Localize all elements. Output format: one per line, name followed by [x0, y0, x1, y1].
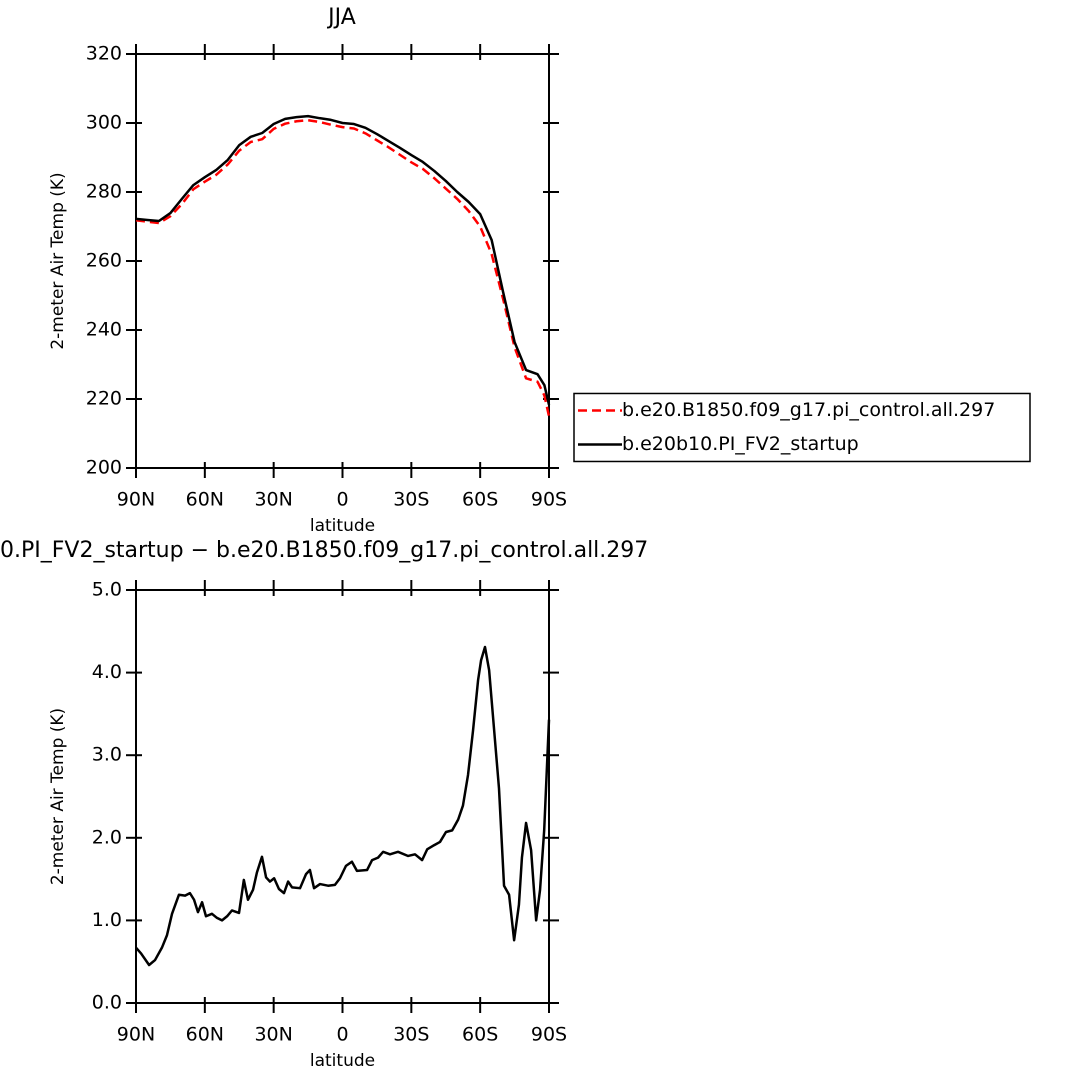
y-tick-label: 3.0 — [92, 744, 122, 766]
y-axis-label: 2-meter Air Temp (K) — [48, 172, 68, 349]
y-tick-label: 300 — [86, 112, 122, 134]
legend-label: b.e20.B1850.f09_g17.pi_control.all.297 — [622, 399, 995, 421]
chart-title: 0.PI_FV2_startup − b.e20.B1850.f09_g17.p… — [0, 538, 648, 563]
plot-frame — [135, 53, 550, 469]
y-tick-label: 200 — [86, 457, 122, 479]
y-tick-label: 4.0 — [92, 661, 122, 683]
data-line — [135, 114, 551, 406]
y-tick-label: 1.0 — [92, 909, 122, 931]
chart-title: JJA — [326, 5, 356, 30]
x-tick-label: 90N — [117, 1024, 155, 1046]
y-tick-label: 260 — [86, 250, 122, 272]
x-tick-label: 0 — [336, 489, 348, 511]
y-tick-label: 240 — [86, 319, 122, 341]
x-axis-label: latitude — [310, 516, 375, 536]
x-tick-label: 0 — [336, 1024, 348, 1046]
x-tick-label: 30N — [254, 489, 292, 511]
x-axis-label: latitude — [310, 1051, 375, 1071]
y-tick-label: 5.0 — [92, 579, 122, 601]
y-axis-label: 2-meter Air Temp (K) — [48, 708, 68, 885]
y-tick-label: 0.0 — [92, 992, 122, 1014]
x-tick-label: 30S — [393, 1024, 429, 1046]
x-tick-label: 30S — [393, 489, 429, 511]
x-tick-label: 60S — [462, 489, 498, 511]
legend-box — [573, 392, 1031, 463]
y-tick-label: 320 — [86, 43, 122, 65]
data-line — [135, 118, 551, 417]
x-tick-label: 30N — [254, 1024, 292, 1046]
x-tick-label: 60N — [186, 489, 224, 511]
legend-label: b.e20b10.PI_FV2_startup — [622, 433, 859, 455]
data-line — [135, 645, 551, 967]
x-tick-label: 90S — [531, 489, 567, 511]
y-tick-label: 220 — [86, 388, 122, 410]
y-tick-label: 2.0 — [92, 826, 122, 848]
x-tick-label: 60S — [462, 1024, 498, 1046]
x-tick-label: 90N — [117, 489, 155, 511]
x-tick-label: 90S — [531, 1024, 567, 1046]
y-tick-label: 280 — [86, 181, 122, 203]
x-tick-label: 60N — [186, 1024, 224, 1046]
